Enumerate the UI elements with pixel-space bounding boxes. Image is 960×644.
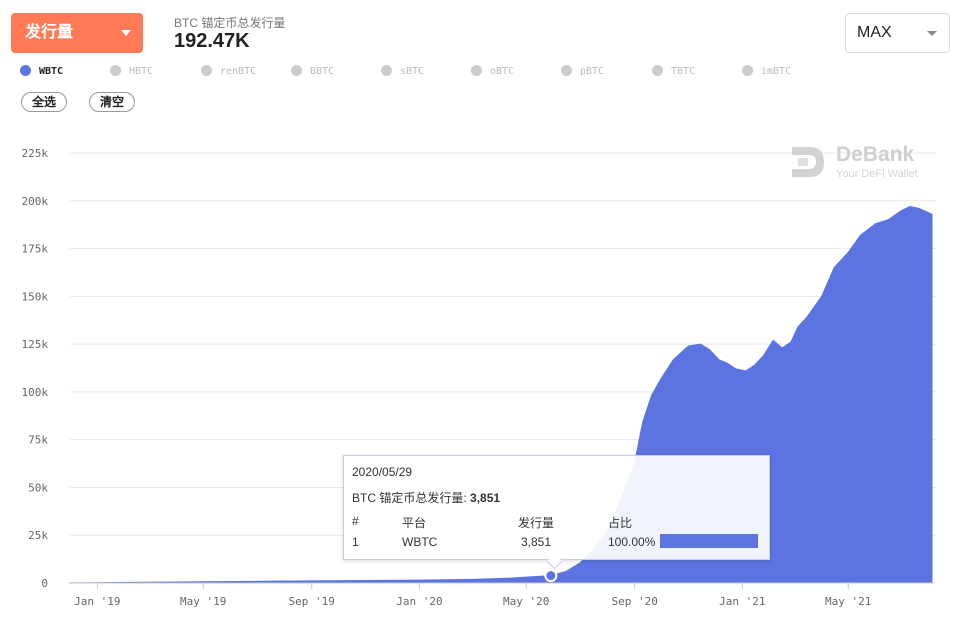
tooltip-platform: WBTC (402, 535, 438, 549)
watermark-title: DeBank (836, 143, 915, 166)
legend-item-imbtc[interactable]: imBTC (742, 63, 791, 81)
y-tick-label: 0 (41, 577, 48, 590)
x-tick-label: Sep '19 (289, 595, 335, 608)
metric-dropdown-label: 发行量 (25, 24, 74, 41)
tooltip-header-platform: 平台 (402, 516, 427, 530)
legend-label: HBTC (129, 66, 154, 77)
legend-item-tbtc[interactable]: TBTC (652, 63, 695, 81)
tooltip-header-row: # 平台 发行量 占比 (352, 514, 762, 530)
x-tick-label: Jan '20 (396, 595, 442, 608)
select-all-button[interactable]: 全选 (21, 92, 68, 112)
debank-logo-icon (792, 147, 824, 177)
legend-item-hbtc[interactable]: HBTC (110, 63, 153, 81)
x-tick-label: May '20 (503, 595, 549, 608)
tooltip-header-share: 占比 (608, 516, 633, 530)
tooltip-rank: 1 (352, 535, 359, 549)
legend-dot-icon (742, 64, 753, 76)
clear-button[interactable]: 清空 (89, 92, 136, 112)
tooltip-total-value: 3,851 (470, 491, 501, 505)
tooltip-share-bar (660, 534, 758, 548)
y-tick-label: 25k (28, 529, 48, 542)
y-tick-label: 200k (22, 195, 49, 208)
legend-dot-icon (291, 64, 302, 76)
tooltip-total-label: BTC 锚定币总发行量: (352, 491, 467, 505)
debank-watermark: DeBank Your DeFi Wallet (790, 143, 935, 183)
legend-label: BBTC (310, 66, 335, 77)
legend-label: pBTC (580, 66, 605, 77)
legend-dot-icon (471, 64, 482, 76)
x-tick-label: Jan '19 (74, 595, 120, 608)
legend-dot-icon (20, 64, 31, 76)
y-tick-label: 225k (22, 147, 49, 160)
legend-dot-icon (561, 64, 572, 76)
tooltip-date: 2020/05/29 (352, 465, 413, 479)
watermark-subtitle: Your DeFi Wallet (836, 168, 918, 180)
legend-item-renbtc[interactable]: renBTC (201, 63, 256, 81)
chevron-down-icon (927, 31, 937, 36)
tooltip-total: BTC 锚定币总发行量: 3,851 (352, 489, 500, 506)
y-tick-label: 100k (22, 386, 49, 399)
legend-dot-icon (381, 64, 392, 76)
legend-dot-icon (110, 64, 121, 76)
y-tick-label: 125k (22, 338, 49, 351)
x-tick-label: Jan '21 (719, 595, 765, 608)
chart-tooltip: 2020/05/29 BTC 锚定币总发行量: 3,851 # 平台 发行量 占… (343, 455, 770, 570)
tooltip-data-row: 1 WBTC 3,851 100.00% (352, 535, 762, 551)
chevron-down-icon (121, 30, 131, 36)
legend-label: oBTC (490, 66, 515, 77)
legend-label: WBTC (39, 66, 64, 77)
x-tick-label: May '21 (825, 595, 871, 608)
time-range-label: MAX (857, 24, 892, 41)
time-range-select[interactable]: MAX (845, 13, 950, 53)
legend-dot-icon (652, 64, 663, 76)
x-tick-label: May '19 (180, 595, 226, 608)
legend-label: renBTC (220, 66, 257, 77)
y-tick-label: 150k (22, 290, 49, 303)
legend-item-obtc[interactable]: oBTC (471, 63, 514, 81)
legend-label: TBTC (671, 66, 696, 77)
total-supply-label: BTC 锚定币总发行量 (174, 16, 286, 30)
legend-label: imBTC (761, 66, 792, 77)
tooltip-header-rank: # (352, 514, 359, 528)
legend-item-bbtc[interactable]: BBTC (291, 63, 334, 81)
legend-item-wbtc[interactable]: WBTC (20, 63, 63, 81)
legend-item-pbtc[interactable]: pBTC (561, 63, 604, 81)
y-tick-label: 75k (28, 434, 48, 447)
tooltip-header-amount: 发行量 (518, 516, 555, 530)
total-supply-value: 192.47K (174, 30, 250, 52)
legend-dot-icon (201, 64, 212, 76)
tooltip-share: 100.00% (608, 535, 656, 549)
tooltip-amount: 3,851 (521, 535, 552, 549)
legend-label: sBTC (400, 66, 425, 77)
y-tick-label: 50k (28, 481, 48, 494)
x-tick-label: Sep '20 (611, 595, 657, 608)
legend-item-sbtc[interactable]: sBTC (381, 63, 424, 81)
metric-dropdown[interactable]: 发行量 (11, 13, 143, 53)
y-tick-label: 175k (22, 243, 49, 256)
hover-point (544, 569, 558, 583)
